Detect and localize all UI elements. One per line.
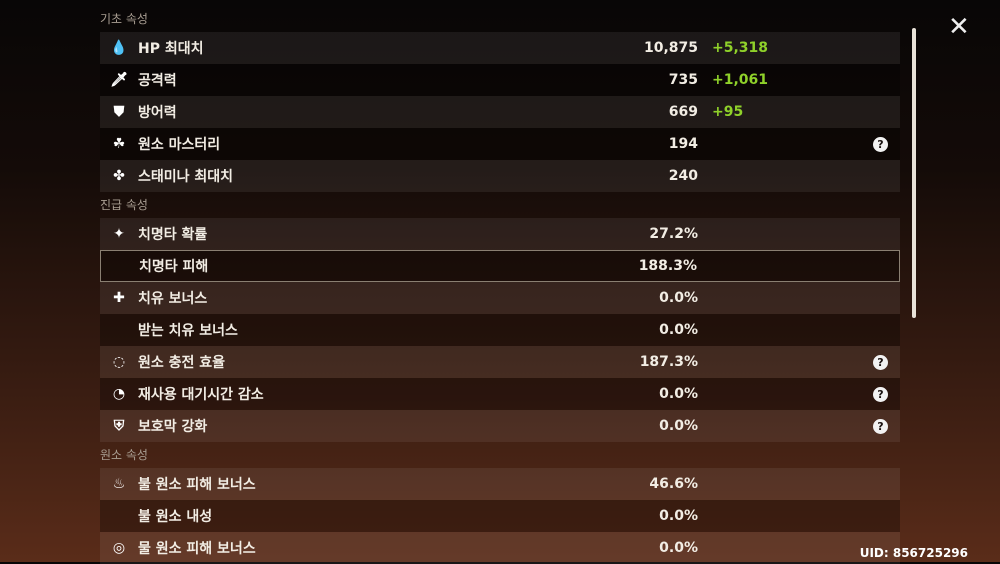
stat-label: 받는 치유 보너스 [138, 323, 238, 339]
stat-value: 0.0% [659, 540, 698, 556]
elemental-mastery-icon: ☘ [112, 136, 126, 152]
close-icon[interactable]: ✕ [948, 12, 970, 42]
stat-value: 0.0% [659, 508, 698, 524]
help-icon[interactable]: ? [873, 386, 888, 402]
stat-row[interactable]: ✤ 스태미나 최대치 240 [100, 160, 900, 192]
stat-label: 스태미나 최대치 [138, 169, 234, 185]
stat-label: 공격력 [138, 73, 177, 89]
stat-label: 불 원소 피해 보너스 [138, 477, 256, 493]
stat-value: 187.3% [639, 354, 698, 370]
stat-bonus: +95 [712, 104, 744, 120]
stat-row[interactable]: ✦ 치명타 확률 27.2% [100, 218, 900, 250]
stat-label: 재사용 대기시간 감소 [138, 387, 264, 403]
cooldown-icon: ◔ [112, 386, 126, 402]
section-header: 원소 속성 [100, 448, 148, 462]
stat-row[interactable]: 받는 치유 보너스 0.0% [100, 314, 900, 346]
stat-label: 물 원소 피해 보너스 [138, 541, 256, 557]
stat-row[interactable]: ◔ 재사용 대기시간 감소 0.0%? [100, 378, 900, 410]
stat-row[interactable]: ◎ 물 원소 피해 보너스 0.0% [100, 532, 900, 564]
stamina-icon: ✤ [113, 168, 125, 184]
stat-row[interactable]: ◌ 원소 충전 효율 187.3%? [100, 346, 900, 378]
hydro-icon: ◎ [112, 540, 126, 556]
sword-icon: 🗡 [110, 72, 128, 88]
stat-value: 735 [668, 72, 698, 88]
stat-label: 치명타 확률 [138, 227, 208, 243]
stat-value: 46.6% [649, 476, 698, 492]
stat-value: 27.2% [649, 226, 698, 242]
stat-row[interactable]: 불 원소 내성 0.0% [100, 500, 900, 532]
stat-label: 치유 보너스 [138, 291, 208, 307]
energy-recharge-icon: ◌ [112, 354, 126, 370]
stat-bonus: +5,318 [712, 40, 769, 56]
stat-row[interactable]: ♨ 불 원소 피해 보너스 46.6% [100, 468, 900, 500]
stat-label: 불 원소 내성 [138, 509, 213, 525]
stat-value: 188.3% [638, 258, 697, 274]
stat-value: 240 [668, 168, 698, 184]
section-header: 진급 속성 [100, 198, 148, 212]
stat-label: 방어력 [138, 105, 177, 121]
stat-value: 0.0% [659, 386, 698, 402]
stat-row[interactable]: 🗡 공격력 735 +1,061 [100, 64, 900, 96]
stat-row[interactable]: 💧 HP 최대치 10,875 +5,318 [100, 32, 900, 64]
stat-label: 치명타 피해 [139, 259, 209, 275]
stat-row[interactable]: ✚ 치유 보너스 0.0% [100, 282, 900, 314]
uid-label: UID: 856725296 [859, 546, 968, 560]
stat-value: 0.0% [659, 322, 698, 338]
stats-panel: 기초 속성 💧 HP 최대치 10,875 +5,318 🗡 공격력 735 +1,061 ⛊ 방어… [100, 0, 900, 564]
stat-row[interactable]: ⛨ 보호막 강화 0.0%? [100, 410, 900, 442]
stat-value: 669 [668, 104, 698, 120]
stat-label: 원소 충전 효율 [138, 355, 226, 371]
shield-strength-icon: ⛨ [113, 418, 125, 434]
stat-value: 10,875 [643, 40, 698, 56]
stat-label: HP 최대치 [138, 41, 204, 57]
scrollbar[interactable] [912, 28, 916, 318]
help-icon[interactable]: ? [873, 418, 888, 434]
stat-row[interactable]: ☘ 원소 마스터리 194? [100, 128, 900, 160]
help-icon[interactable]: ? [873, 354, 888, 370]
stat-value: 194 [668, 136, 698, 152]
stat-bonus: +1,061 [712, 72, 769, 88]
stat-row[interactable]: ⛊ 방어력 669 +95 [100, 96, 900, 128]
healing-cross-icon: ✚ [113, 290, 125, 306]
help-icon[interactable]: ? [873, 136, 888, 152]
stat-label: 보호막 강화 [138, 419, 208, 435]
pyro-icon: ♨ [112, 476, 126, 492]
stat-value: 0.0% [659, 290, 698, 306]
crit-rate-icon: ✦ [113, 226, 125, 242]
hp-drop-icon: 💧 [110, 40, 128, 56]
section-header: 기초 속성 [100, 12, 148, 26]
stat-row[interactable]: 치명타 피해 188.3% [100, 250, 900, 282]
stat-label: 원소 마스터리 [138, 137, 221, 153]
stat-value: 0.0% [659, 418, 698, 434]
shield-icon: ⛊ [113, 104, 125, 120]
